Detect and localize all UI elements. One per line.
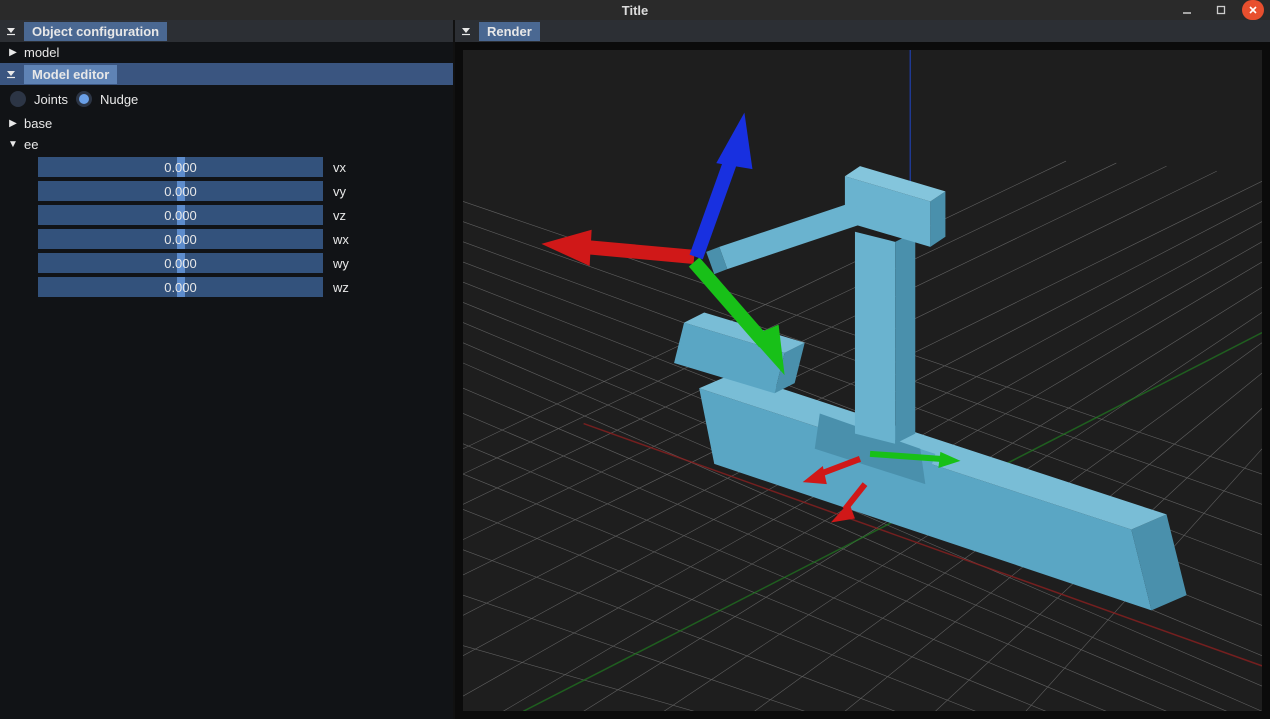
slider-value: 0.000 [164, 256, 197, 271]
render-viewport[interactable] [463, 50, 1262, 711]
slider-value: 0.000 [164, 184, 197, 199]
mode-selector: Joints Nudge [0, 85, 453, 113]
slider-wy[interactable]: 0.000 [38, 253, 323, 273]
model-editor-panel: Model editor Joints Nudge ▶ base ▼ ee [0, 63, 453, 719]
chevron-right-icon: ▶ [8, 47, 18, 58]
tree-item-base[interactable]: ▶ base [0, 113, 453, 134]
slider-wz[interactable]: 0.000 [38, 277, 323, 297]
render-panel-header[interactable]: Render [455, 20, 1270, 42]
slider-vy[interactable]: 0.000 [38, 181, 323, 201]
radio-joints-label: Joints [34, 92, 68, 107]
slider-value: 0.000 [164, 280, 197, 295]
slider-vz[interactable]: 0.000 [38, 205, 323, 225]
slider-label: wz [333, 280, 349, 295]
tree-item-ee[interactable]: ▼ ee [0, 134, 453, 155]
object-configuration-header[interactable]: Object configuration [0, 20, 453, 42]
object-configuration-panel: Object configuration ▶ model [0, 20, 453, 63]
right-column: Render [455, 20, 1270, 719]
minimize-button[interactable] [1170, 0, 1204, 20]
object-configuration-body: ▶ model [0, 42, 453, 63]
tree-item-label: model [24, 45, 59, 60]
slider-label: vx [333, 160, 346, 175]
render-panel-title: Render [479, 22, 540, 41]
maximize-button[interactable] [1204, 0, 1238, 20]
radio-nudge-label: Nudge [100, 92, 138, 107]
model-editor-body: Joints Nudge ▶ base ▼ ee 0.000 vx 0. [0, 85, 453, 719]
slider-label: vy [333, 184, 346, 199]
slider-row-vz: 0.000 vz [0, 203, 453, 227]
chevron-right-icon: ▶ [8, 118, 18, 129]
radio-joints[interactable] [10, 91, 26, 107]
left-column: Object configuration ▶ model Model edito… [0, 20, 455, 719]
radio-nudge[interactable] [76, 91, 92, 107]
slider-row-wz: 0.000 wz [0, 275, 453, 299]
slider-wx[interactable]: 0.000 [38, 229, 323, 249]
viewport-scene [463, 50, 1262, 711]
window-controls [1170, 0, 1270, 20]
slider-value: 0.000 [164, 232, 197, 247]
slider-row-wy: 0.000 wy [0, 251, 453, 275]
slider-row-vy: 0.000 vy [0, 179, 453, 203]
close-button[interactable] [1242, 0, 1264, 20]
slider-vx[interactable]: 0.000 [38, 157, 323, 177]
collapse-down-icon [459, 24, 473, 38]
model-editor-title: Model editor [24, 65, 117, 84]
slider-row-vx: 0.000 vx [0, 155, 453, 179]
slider-row-wx: 0.000 wx [0, 227, 453, 251]
window-title: Title [622, 3, 649, 18]
collapse-down-icon [4, 24, 18, 38]
window-titlebar: Title [0, 0, 1270, 20]
tree-item-model[interactable]: ▶ model [0, 42, 453, 63]
object-configuration-title: Object configuration [24, 22, 167, 41]
tree-item-label: ee [24, 137, 38, 152]
slider-label: wx [333, 232, 349, 247]
chevron-down-icon: ▼ [8, 139, 18, 150]
model-editor-header[interactable]: Model editor [0, 63, 453, 85]
collapse-down-icon [4, 67, 18, 81]
slider-value: 0.000 [164, 160, 197, 175]
slider-label: vz [333, 208, 346, 223]
render-viewport-wrap [455, 42, 1270, 719]
tree-item-label: base [24, 116, 52, 131]
main-layout: Object configuration ▶ model Model edito… [0, 20, 1270, 719]
slider-value: 0.000 [164, 208, 197, 223]
slider-label: wy [333, 256, 349, 271]
